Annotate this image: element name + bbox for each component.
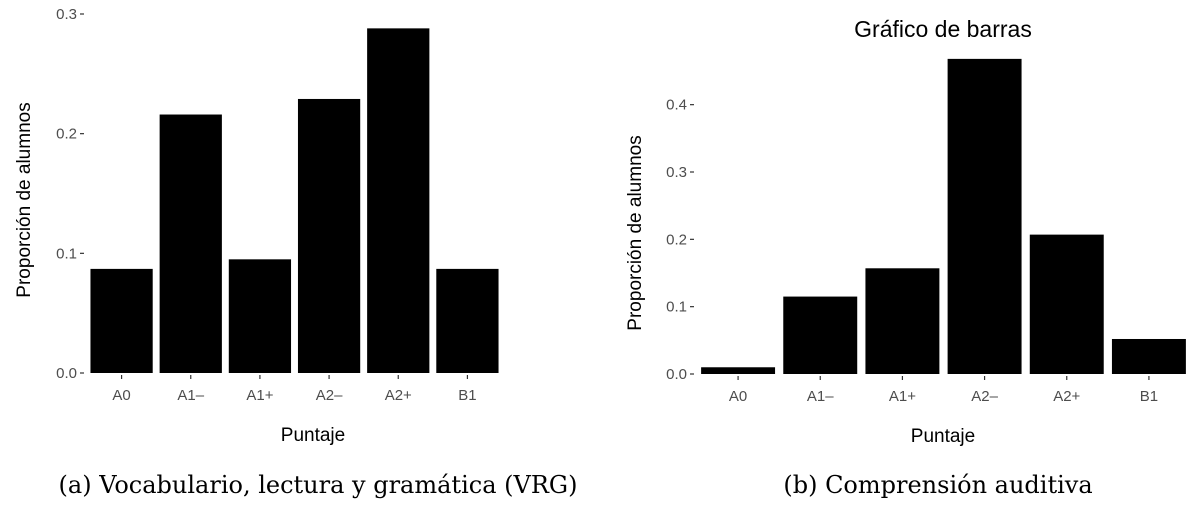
y-axis-title-a: Proporción de alumnos bbox=[14, 102, 35, 297]
chart-title-b: Gráfico de barras bbox=[854, 16, 1032, 42]
x-axis-a: A0 A1– A1+ A2– A2+ B1 bbox=[112, 375, 477, 404]
y-tick-label-b-3: 0.3 bbox=[666, 164, 687, 181]
caption-a: (a) Vocabulario, lectura y gramática (VR… bbox=[59, 471, 578, 499]
y-tick-label-a-3: 0.3 bbox=[56, 6, 77, 23]
x-tick-label-b-4: A2+ bbox=[1053, 388, 1080, 405]
x-tick-label-a-1: A1– bbox=[177, 387, 204, 404]
x-tick-label-b-2: A1+ bbox=[889, 388, 916, 405]
y-tick-label-b-1: 0.1 bbox=[666, 299, 687, 316]
bar-b-5 bbox=[1111, 338, 1186, 374]
chart-panel-a: 0.0 0.1 0.2 0.3 A0 A1– A1+ A2– A2+ B1 Puntaje Pr… bbox=[14, 6, 577, 499]
y-tick-label-b-4: 0.4 bbox=[666, 97, 687, 114]
chart-panel-b: Gráfico de barras 0.00.10.20.30.4 A0 A1– A… bbox=[625, 16, 1186, 499]
bar-a-0 bbox=[90, 268, 153, 373]
x-tick-label-b-5: B1 bbox=[1140, 388, 1158, 405]
x-tick-label-a-2: A1+ bbox=[246, 387, 273, 404]
x-tick-label-b-3: A2– bbox=[971, 388, 998, 405]
bar-b-0 bbox=[701, 367, 776, 374]
y-axis-title-b: Proporción de alumnos bbox=[625, 135, 646, 330]
y-tick-label-a-1: 0.1 bbox=[56, 245, 77, 262]
bar-a-4 bbox=[367, 28, 430, 374]
bar-b-1 bbox=[783, 296, 858, 374]
bar-a-1 bbox=[159, 114, 222, 374]
caption-b: (b) Comprensión auditiva bbox=[783, 471, 1092, 499]
x-tick-label-a-0: A0 bbox=[112, 387, 130, 404]
x-tick-label-a-4: A2+ bbox=[385, 387, 412, 404]
y-axis-b: 0.0 0.1 0.2 0.3 0.4 bbox=[666, 97, 694, 383]
bars-b bbox=[701, 58, 1186, 374]
x-tick-label-b-0: A0 bbox=[729, 388, 747, 405]
y-tick-label-b-0: 0.0 bbox=[666, 366, 687, 383]
x-tick-label-a-3: A2– bbox=[316, 387, 343, 404]
y-tick-label-b-2: 0.2 bbox=[666, 231, 687, 248]
y-axis-a: 0.0 0.1 0.2 0.3 bbox=[56, 6, 84, 382]
bar-a-2 bbox=[228, 259, 292, 373]
x-tick-label-b-1: A1– bbox=[807, 388, 834, 405]
bar-a-5 bbox=[436, 268, 499, 373]
y-tick-label-a-2: 0.2 bbox=[56, 126, 77, 143]
bar-b-4 bbox=[1029, 234, 1104, 374]
x-tick-label-a-5: B1 bbox=[458, 387, 476, 404]
bar-a-3 bbox=[297, 98, 361, 374]
bars-a bbox=[90, 28, 499, 374]
bar-b-2 bbox=[865, 268, 940, 374]
x-axis-title-b: Puntaje bbox=[911, 426, 975, 447]
bar-b-3 bbox=[947, 58, 1022, 374]
x-axis-title-a: Puntaje bbox=[281, 425, 345, 446]
y-tick-label-a-0: 0.0 bbox=[56, 365, 77, 382]
x-axis-b: A0 A1– A1+ A2– A2+ B1 bbox=[729, 376, 1158, 405]
